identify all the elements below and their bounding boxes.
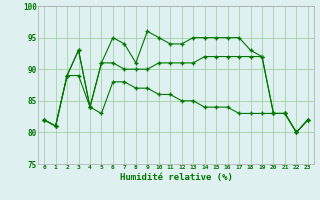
X-axis label: Humidité relative (%): Humidité relative (%) bbox=[120, 173, 232, 182]
